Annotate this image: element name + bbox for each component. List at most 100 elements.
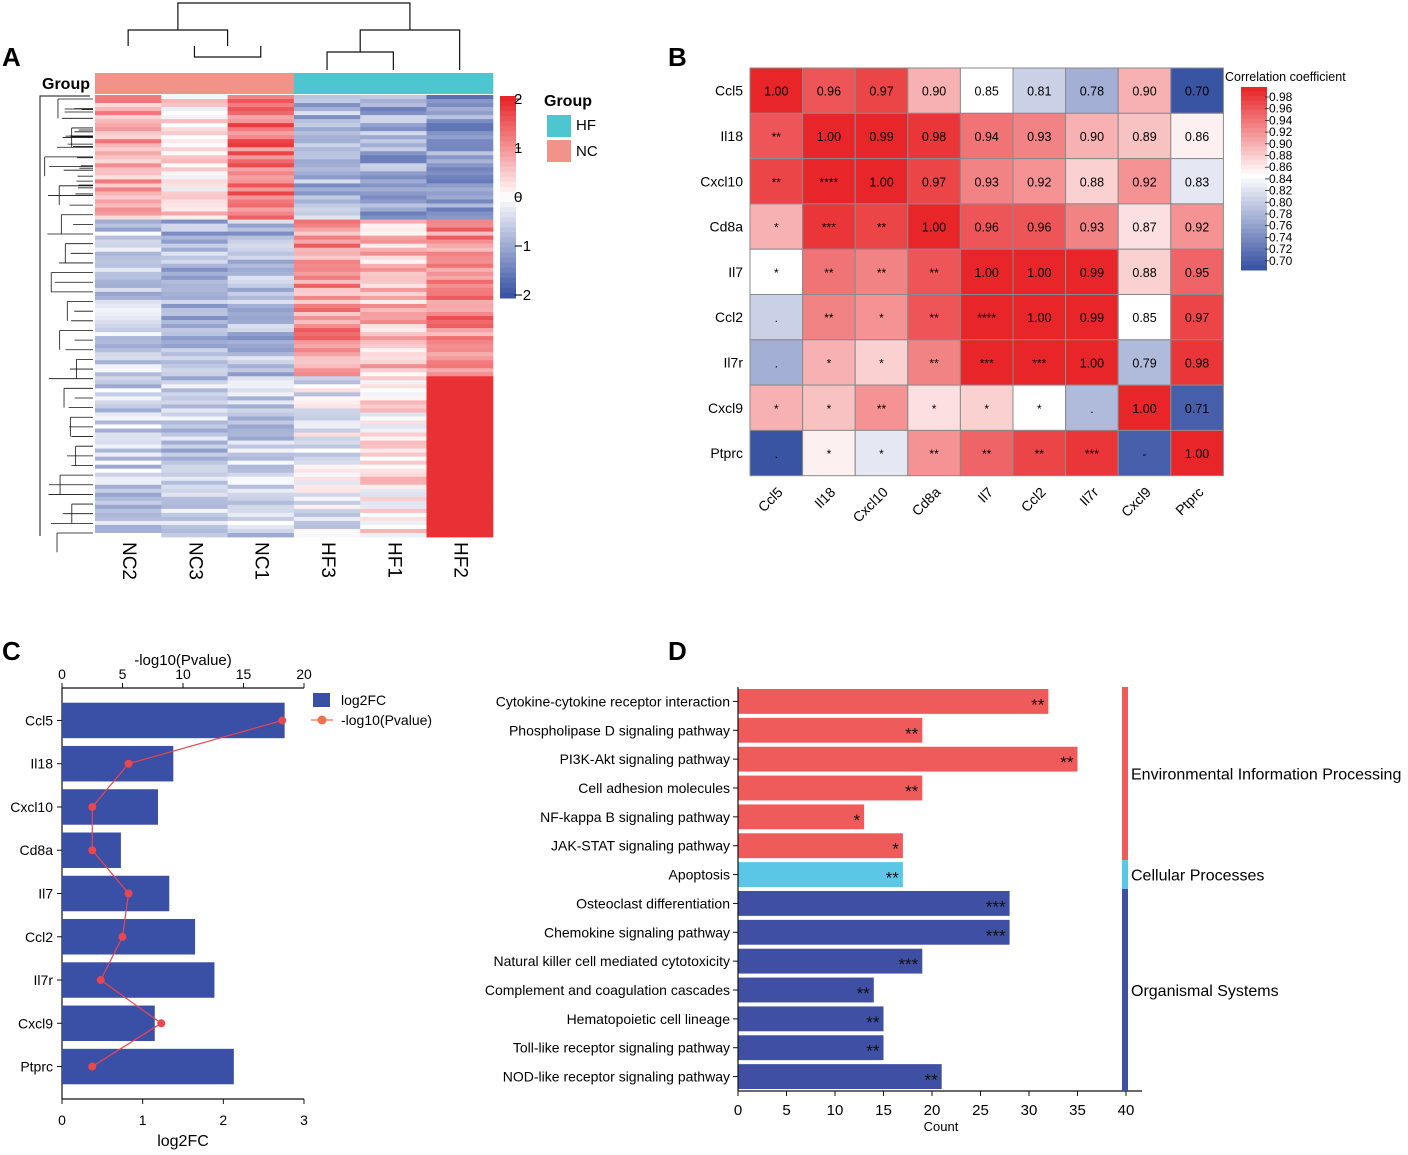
heatmap-a-cell	[360, 211, 427, 216]
heatmap-a-cell	[360, 159, 427, 164]
heatmap-a-cell	[161, 291, 229, 297]
chart-c-category-label: Il7	[38, 886, 53, 902]
corr-cell-label: *	[774, 221, 779, 235]
heatmap-a-cell	[161, 283, 229, 289]
chart-c-top-tick-label: 15	[236, 666, 252, 682]
heatmap-a-cell	[426, 127, 494, 132]
heatmap-a-cell	[161, 147, 229, 152]
corr-cell-label: *	[1037, 402, 1042, 416]
heatmap-a-cell	[293, 380, 361, 385]
heatmap-a-cell	[227, 243, 295, 249]
heatmap-a-cell	[95, 203, 162, 208]
heatmap-a-cell	[293, 400, 361, 405]
heatmap-a-cell	[95, 516, 162, 522]
heatmap-a-cell	[227, 420, 295, 425]
heatmap-a-cell	[161, 235, 229, 241]
corr-colorbar-label: 0.92	[1269, 125, 1293, 139]
corr-cell-label: 1.00	[1027, 266, 1051, 280]
heatmap-a-cell	[161, 179, 229, 184]
class-strip	[1122, 889, 1128, 1091]
corr-cell	[1170, 339, 1224, 386]
heatmap-a-cell	[161, 444, 229, 449]
heatmap-a-cell	[360, 356, 427, 361]
chart-c-bottom-tick-label: 2	[219, 1112, 227, 1128]
heatmap-a-cell	[227, 436, 295, 441]
heatmap-a-cell	[293, 191, 361, 196]
heatmap-a-cell	[161, 508, 229, 514]
heatmap-a-cell	[293, 155, 361, 160]
corr-cell	[1170, 248, 1224, 295]
heatmap-a-cell	[426, 472, 494, 478]
chart-c-category-label: Cd8a	[20, 842, 54, 858]
pathway-significance: **	[905, 724, 919, 743]
heatmap-a-cell	[161, 271, 229, 277]
corr-colorbar-segment	[1241, 146, 1267, 152]
heatmap-a-colorbar-segment	[500, 222, 516, 228]
heatmap-a-cell	[426, 360, 494, 365]
heatmap-a-cell	[161, 219, 229, 224]
heatmap-a-cell	[293, 392, 361, 397]
panel-label-b: B	[668, 42, 687, 72]
heatmap-a-cell	[95, 239, 162, 245]
heatmap-a-cell	[426, 440, 494, 445]
heatmap-a-cell	[360, 251, 427, 257]
heatmap-a-cell	[426, 195, 494, 200]
heatmap-a-cell	[293, 263, 361, 269]
group-bar-hf1	[360, 73, 427, 94]
heatmap-a-cell	[161, 163, 229, 168]
heatmap-a-cell	[161, 532, 229, 538]
heatmap-a-cell	[293, 344, 361, 349]
corr-colorbar-segment	[1241, 242, 1267, 248]
heatmap-a-cell	[227, 404, 295, 409]
heatmap-a-cell	[426, 103, 494, 108]
heatmap-a-cell	[360, 320, 427, 325]
heatmap-a-cell	[360, 436, 427, 441]
heatmap-a-cell	[293, 211, 361, 216]
heatmap-a-cell	[426, 271, 494, 277]
heatmap-a-cell	[161, 520, 229, 526]
log2fc-bar-il7	[62, 875, 170, 912]
heatmap-a-cell	[426, 299, 494, 305]
heatmap-a-cell	[426, 119, 494, 124]
heatmap-a-cell	[293, 368, 361, 373]
heatmap-a-cell	[293, 279, 361, 285]
heatmap-a-cell	[95, 420, 162, 425]
pathway-bar	[738, 717, 923, 743]
heatmap-a-cell	[95, 424, 162, 429]
heatmap-a-cell	[360, 384, 427, 389]
heatmap-a-cell	[293, 516, 361, 522]
heatmap-a-cell	[95, 119, 162, 124]
corr-cell-label: 0.90	[922, 85, 946, 99]
heatmap-a-cell	[227, 324, 295, 329]
corr-colorbar-segment	[1241, 160, 1267, 166]
heatmap-a-cell	[360, 400, 427, 405]
heatmap-a-colorbar-segment	[500, 146, 516, 153]
heatmap-a-cell	[161, 127, 229, 132]
heatmap-a-cell	[161, 500, 229, 506]
heatmap-a-cell	[95, 372, 162, 377]
heatmap-a-cell	[426, 520, 494, 526]
heatmap-a-cell	[227, 496, 295, 502]
class-label: Environmental Information Processing	[1131, 767, 1401, 784]
heatmap-a-cell	[161, 199, 229, 204]
chart-c-top-tick-label: 0	[58, 666, 66, 682]
heatmap-a-cell	[95, 380, 162, 385]
chart-d-x-tick-label: 35	[1069, 1102, 1086, 1119]
heatmap-a-cell	[293, 275, 361, 281]
row-label-cxcl9: Cxcl9	[708, 400, 743, 416]
heatmap-a-cell	[95, 267, 162, 273]
heatmap-a-cell	[227, 392, 295, 397]
corr-cell-label: **	[929, 356, 939, 370]
chart-c-category-label: Il18	[30, 756, 53, 772]
heatmap-a-cell	[293, 416, 361, 421]
heatmap-a-cell	[161, 380, 229, 385]
heatmap-a-cell	[227, 231, 295, 237]
heatmap-a-colorbar-segment	[500, 227, 516, 233]
heatmap-a-cell	[227, 151, 295, 156]
heatmap-a-cell	[95, 464, 162, 470]
corr-colorbar-label: 0.70	[1269, 254, 1293, 268]
corr-colorbar-segment	[1241, 219, 1267, 225]
heatmap-a-cell	[95, 332, 162, 337]
heatmap-a-cell	[293, 508, 361, 514]
heatmap-a-cell	[426, 199, 494, 204]
